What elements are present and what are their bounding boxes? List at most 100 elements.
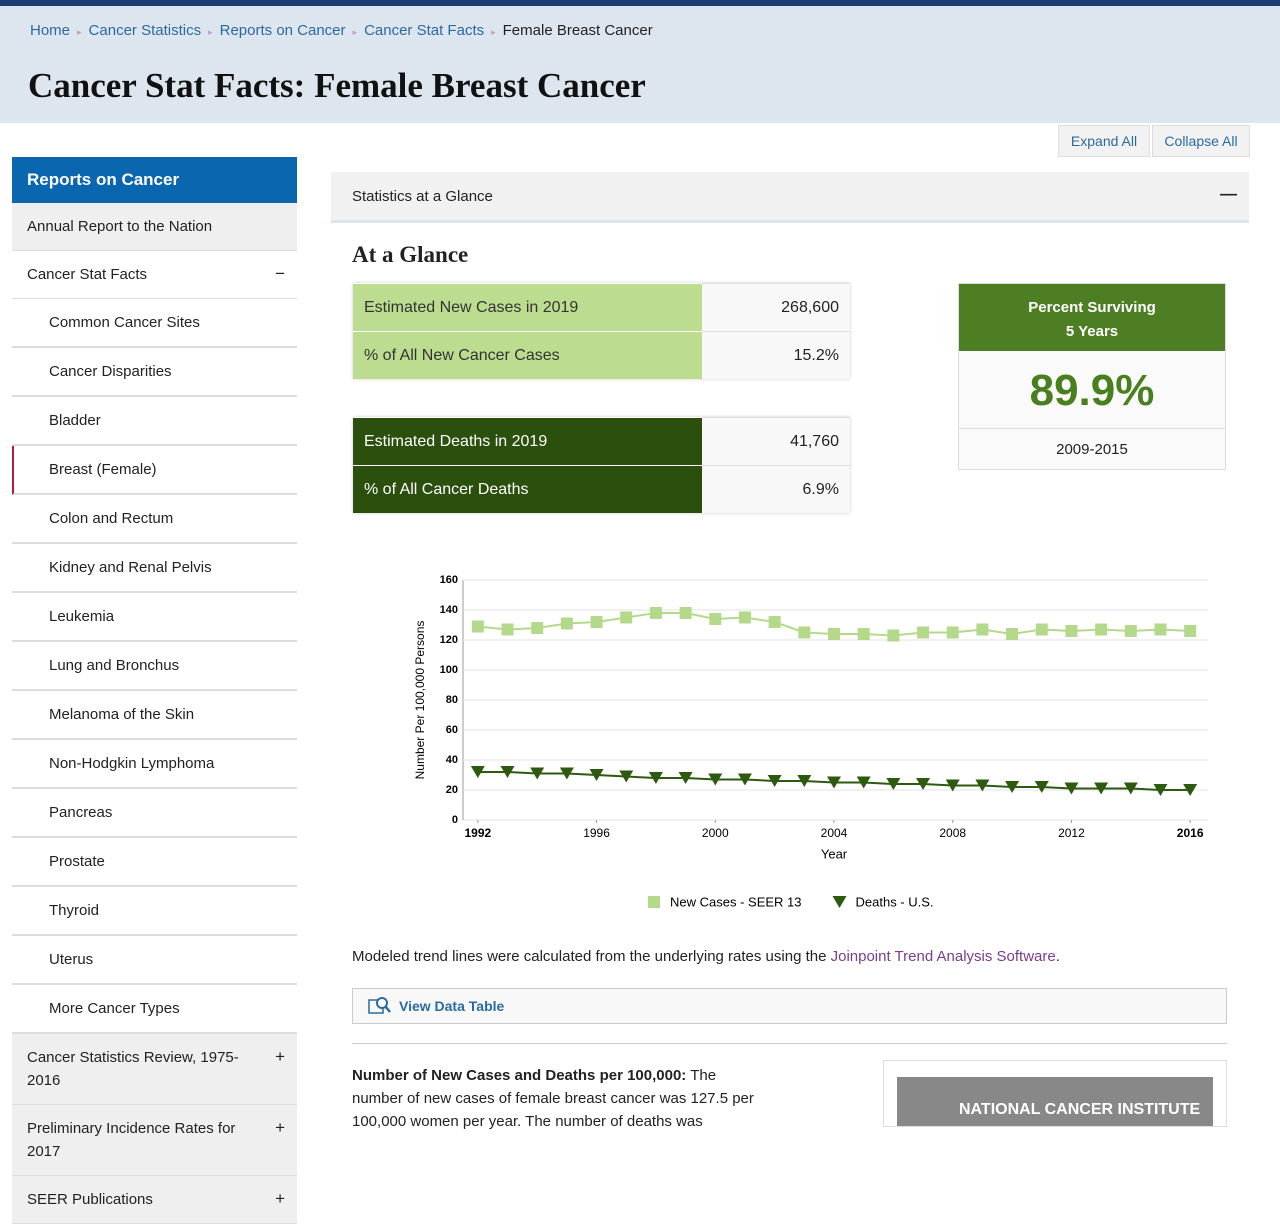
nav-label: Preliminary Incidence Rates for 2017 (27, 1120, 236, 1160)
x-tick-label: 2012 (1058, 826, 1085, 840)
data-point (708, 773, 723, 786)
data-point (649, 607, 662, 619)
y-tick-label: 20 (446, 784, 458, 796)
data-point (857, 628, 870, 640)
data-point (530, 767, 545, 780)
data-point (1065, 625, 1078, 637)
nav-subitem[interactable]: Thyroid (12, 887, 297, 936)
nav-label: More Cancer Types (49, 1000, 180, 1017)
data-point (738, 611, 751, 624)
table-row: % of All New Cancer Cases 15.2% (353, 331, 850, 379)
nav-label: Colon and Rectum (49, 510, 174, 527)
data-point (1006, 628, 1019, 640)
stat-label: % of All Cancer Deaths (353, 465, 702, 513)
nav-label: Bladder (49, 412, 101, 429)
nav-subitem[interactable]: Breast (Female) (12, 446, 297, 495)
nav-item[interactable]: Cancer Statistics Review, 1975-2016 + (12, 1034, 297, 1105)
accordion-panel[interactable]: Statistics at a Glance — (331, 172, 1249, 223)
crumb-link[interactable]: Reports on Cancer (219, 22, 346, 39)
stat-value: 6.9% (702, 465, 850, 513)
x-tick-label: 2000 (702, 826, 729, 840)
nav-toggle[interactable]: + (275, 1118, 285, 1137)
survival-title-line: Percent Surviving (1028, 299, 1156, 316)
data-point (470, 766, 485, 778)
data-point (679, 607, 692, 619)
table-row: Estimated New Cases in 2019 268,600 (353, 283, 850, 332)
data-point (797, 775, 812, 787)
data-point (678, 772, 693, 784)
separator: ▸ (352, 27, 358, 37)
panel-title: Statistics at a Glance (352, 188, 493, 205)
data-point (886, 778, 901, 790)
view-data-table-button[interactable]: View Data Table (352, 988, 1227, 1024)
survival-period: 2009-2015 (1056, 441, 1128, 458)
stat-label: Estimated New Cases in 2019 (353, 283, 702, 332)
nav-subitem[interactable]: Lung and Bronchus (12, 642, 297, 691)
nav-toggle[interactable]: + (275, 1189, 285, 1208)
data-point (1183, 784, 1198, 796)
nav-item[interactable]: Cancer Stat Facts − (12, 251, 297, 299)
data-point (916, 778, 931, 790)
data-point (1154, 623, 1167, 636)
nav-subitem[interactable]: Uterus (12, 936, 297, 985)
nav-subitem[interactable]: Cancer Disparities (12, 348, 297, 397)
summary: Number of New Cases and Deaths per 100,0… (352, 1064, 757, 1133)
nav-subitem[interactable]: Melanoma of the Skin (12, 691, 297, 740)
data-point (768, 616, 781, 628)
summary-text: The number of new cases of female breast… (352, 1067, 754, 1130)
data-point (1124, 625, 1137, 637)
nav-subitem[interactable]: Leukemia (12, 593, 297, 642)
chart: 0 20 40 60 80 100 120 140 160 1992 1996 2000 2004 200… (413, 574, 1208, 909)
legend-swatch (648, 896, 660, 908)
joinpoint-link[interactable]: Joinpoint Trend Analysis Software (830, 948, 1056, 965)
y-tick-label: 40 (446, 754, 458, 766)
panel-toggle[interactable]: — (1220, 184, 1237, 203)
nav-label: Lung and Bronchus (49, 657, 180, 674)
y-tick-label: 0 (452, 814, 458, 826)
nav-subitem[interactable]: Common Cancer Sites (12, 299, 297, 348)
nav-item[interactable]: Annual Report to the Nation (12, 203, 297, 251)
data-point (619, 770, 634, 783)
nav-toggle[interactable]: − (275, 264, 285, 283)
data-point (767, 775, 782, 787)
data-point (1184, 625, 1197, 637)
data-point (917, 626, 930, 639)
section-heading: At a Glance (352, 242, 469, 267)
data-point (589, 769, 604, 781)
collapse-all-button[interactable]: Collapse All (1152, 125, 1250, 157)
nav-subitem[interactable]: Kidney and Renal Pelvis (12, 544, 297, 593)
expand-all-button[interactable]: Expand All (1058, 125, 1150, 157)
crumb-link[interactable]: Home (30, 22, 71, 39)
nav-subitem[interactable]: Colon and Rectum (12, 495, 297, 544)
survival-box: Percent Surviving 5 Years 89.9% 2009-2015 (958, 283, 1226, 470)
nav-label: Breast (Female) (49, 461, 157, 478)
nav-toggle[interactable]: + (275, 1047, 285, 1066)
data-point (1153, 784, 1168, 796)
y-tick-label: 60 (446, 724, 458, 736)
sidebar-heading[interactable]: Reports on Cancer (12, 157, 297, 203)
y-axis-label: Number Per 100,000 Persons (413, 621, 427, 780)
nav-label: Uterus (49, 951, 94, 968)
nav-subitem[interactable]: Pancreas (12, 789, 297, 838)
data-point (1064, 782, 1079, 795)
separator: ▸ (77, 27, 82, 37)
data-point (1034, 781, 1049, 793)
crumb-link[interactable]: Cancer Stat Facts (364, 22, 485, 39)
nav-subitem[interactable]: Bladder (12, 397, 297, 446)
note: Modeled trend lines were calculated from… (352, 948, 1060, 965)
deaths-table: Estimated Deaths in 2019 41,760% of All C… (353, 417, 850, 513)
data-point (471, 620, 484, 633)
nav-subitem[interactable]: More Cancer Types (12, 985, 297, 1034)
data-point (648, 772, 663, 784)
survival-value: 89.9% (959, 351, 1225, 429)
nav-label: Cancer Statistics Review, 1975-2016 (27, 1049, 239, 1089)
nav-label: Prostate (49, 853, 105, 870)
nav-label: Leukemia (49, 608, 115, 625)
nav-subitem[interactable]: Non-Hodgkin Lymphoma (12, 740, 297, 789)
nav-item[interactable]: SEER Publications + (12, 1176, 297, 1224)
crumb-link[interactable]: Cancer Statistics (88, 22, 202, 39)
nav-subitem[interactable]: Prostate (12, 838, 297, 887)
table-row: % of All Cancer Deaths 6.9% (353, 465, 850, 513)
divider (352, 1043, 1227, 1044)
nav-item[interactable]: Preliminary Incidence Rates for 2017 + (12, 1105, 297, 1176)
